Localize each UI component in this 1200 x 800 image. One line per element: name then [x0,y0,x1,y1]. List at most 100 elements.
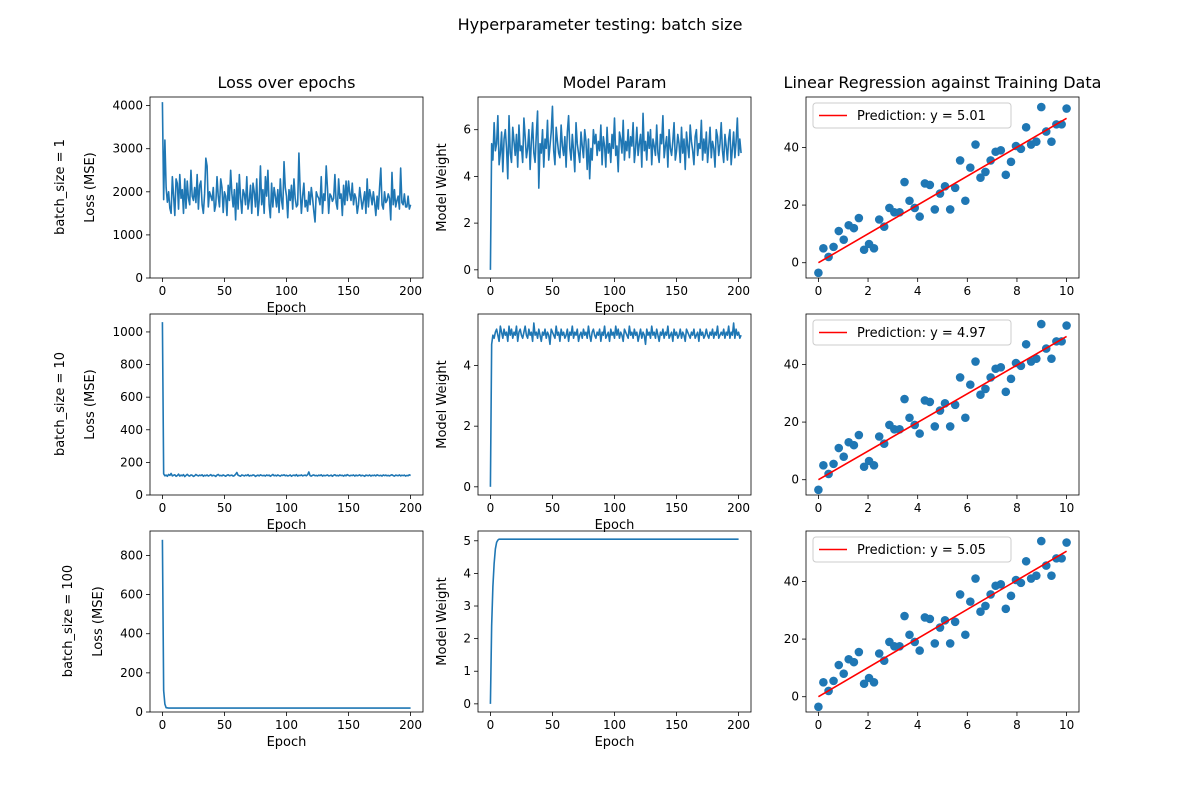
plot-area [489,322,742,487]
data-point [971,140,980,149]
subplot-r1-c0: 0 50 100 150 200 0 200 400 600 800 1000 Epoch Loss (… [83,313,424,533]
y-axis-label: Model Weight [435,577,450,665]
axes-frame [149,530,424,713]
x-tick-label: 10 [1059,284,1074,298]
data-point [900,611,909,621]
data-point [981,601,990,611]
data-point [839,669,849,678]
column-title-loss: Loss over epochs [217,73,355,92]
axes-frame [149,96,424,279]
y-tick-label: 800 [120,548,143,562]
data-point [849,657,859,667]
plot-area [161,539,411,709]
x-tick-label: 10 [1059,718,1074,732]
figure-title: Hyperparameter testing: batch size [458,15,743,34]
y-axis-label: Model Weight [435,143,450,231]
x-tick-label: 200 [399,501,422,515]
data-point [879,222,889,231]
plot-area [161,102,412,223]
y-tick-label: 200 [120,666,143,680]
y-tick-label: 0 [135,705,143,719]
y-tick-label: 3 [463,599,471,613]
data-point [1057,337,1066,346]
data-point [839,235,849,244]
y-tick-label: 0 [791,473,799,487]
data-point [900,177,909,187]
y-tick-label: 0 [791,256,799,270]
data-point [854,430,864,440]
legend-label: Prediction: y = 5.05 [857,543,986,558]
series-line [489,105,742,270]
data-point [1036,102,1046,112]
legend-label: Prediction: y = 4.97 [857,326,986,341]
data-point [819,678,828,687]
data-point [996,580,1006,589]
x-axis-label: Epoch [595,518,635,533]
data-point [814,485,823,495]
data-point [869,244,879,253]
data-point [915,429,924,438]
y-tick-label: 0 [135,271,143,285]
series-line [161,322,412,478]
data-point [1032,354,1041,363]
data-point [935,623,945,632]
data-point [925,397,935,407]
data-point [955,373,965,382]
data-point [1041,561,1051,570]
data-point [965,597,975,606]
data-point [950,617,960,627]
subplot-r1-c1: 0 50 100 150 200 0 2 4 Epoch Model Weight [435,313,752,533]
y-axis-label: Loss (MSE) [91,586,106,656]
y-tick-label: 0 [135,488,143,502]
data-point [955,590,965,599]
y-tick-label: 2 [463,419,471,433]
y-tick-label: 400 [120,423,143,437]
data-point [1047,571,1056,580]
axes-frame [149,313,424,496]
legend: Prediction: y = 4.97 [812,319,1012,346]
x-tick-label: 8 [1013,501,1021,515]
data-point [819,461,828,470]
data-point [1047,137,1056,146]
axes-frame [477,530,752,713]
x-tick-label: 100 [603,284,626,298]
data-point [859,679,869,689]
data-point [1032,137,1041,146]
x-tick-label: 150 [665,718,688,732]
x-tick-label: 6 [963,718,971,732]
data-point [915,646,924,655]
x-tick-label: 8 [1013,718,1021,732]
x-tick-label: 2 [864,718,872,732]
x-tick-label: 100 [603,501,626,515]
x-tick-label: 0 [487,718,495,732]
plot-area [814,536,1071,712]
x-axis-label: Epoch [267,518,307,533]
x-tick-label: 150 [337,501,360,515]
y-tick-label: 600 [120,390,143,404]
data-point [849,223,859,233]
x-axis-label: Epoch [595,301,635,316]
x-tick-label: 6 [963,284,971,298]
data-point [986,156,995,165]
x-tick-label: 0 [487,284,495,298]
x-tick-label: 4 [914,501,922,515]
data-point [834,660,844,670]
subplot-r2-c1: 0 50 100 150 200 0 1 2 3 4 5 Epoch Model Weight [435,530,752,750]
x-tick-label: 200 [727,501,750,515]
data-point [905,196,914,206]
plot-area [814,319,1071,495]
x-tick-label: 100 [603,718,626,732]
y-axis-label: Loss (MSE) [83,369,98,439]
data-point [1036,319,1046,329]
x-tick-label: 0 [815,501,823,515]
y-tick-label: 0 [791,690,799,704]
subplot-r2-c2: 0 2 4 6 8 10 0 20 40 Prediction: y = 5.05 [784,530,1080,732]
x-tick-label: 0 [159,718,167,732]
data-point [955,156,965,165]
data-point [961,630,970,640]
data-point [814,268,823,278]
data-point [829,676,838,686]
x-axis-label: Epoch [267,735,307,750]
y-tick-label: 3000 [112,142,143,156]
